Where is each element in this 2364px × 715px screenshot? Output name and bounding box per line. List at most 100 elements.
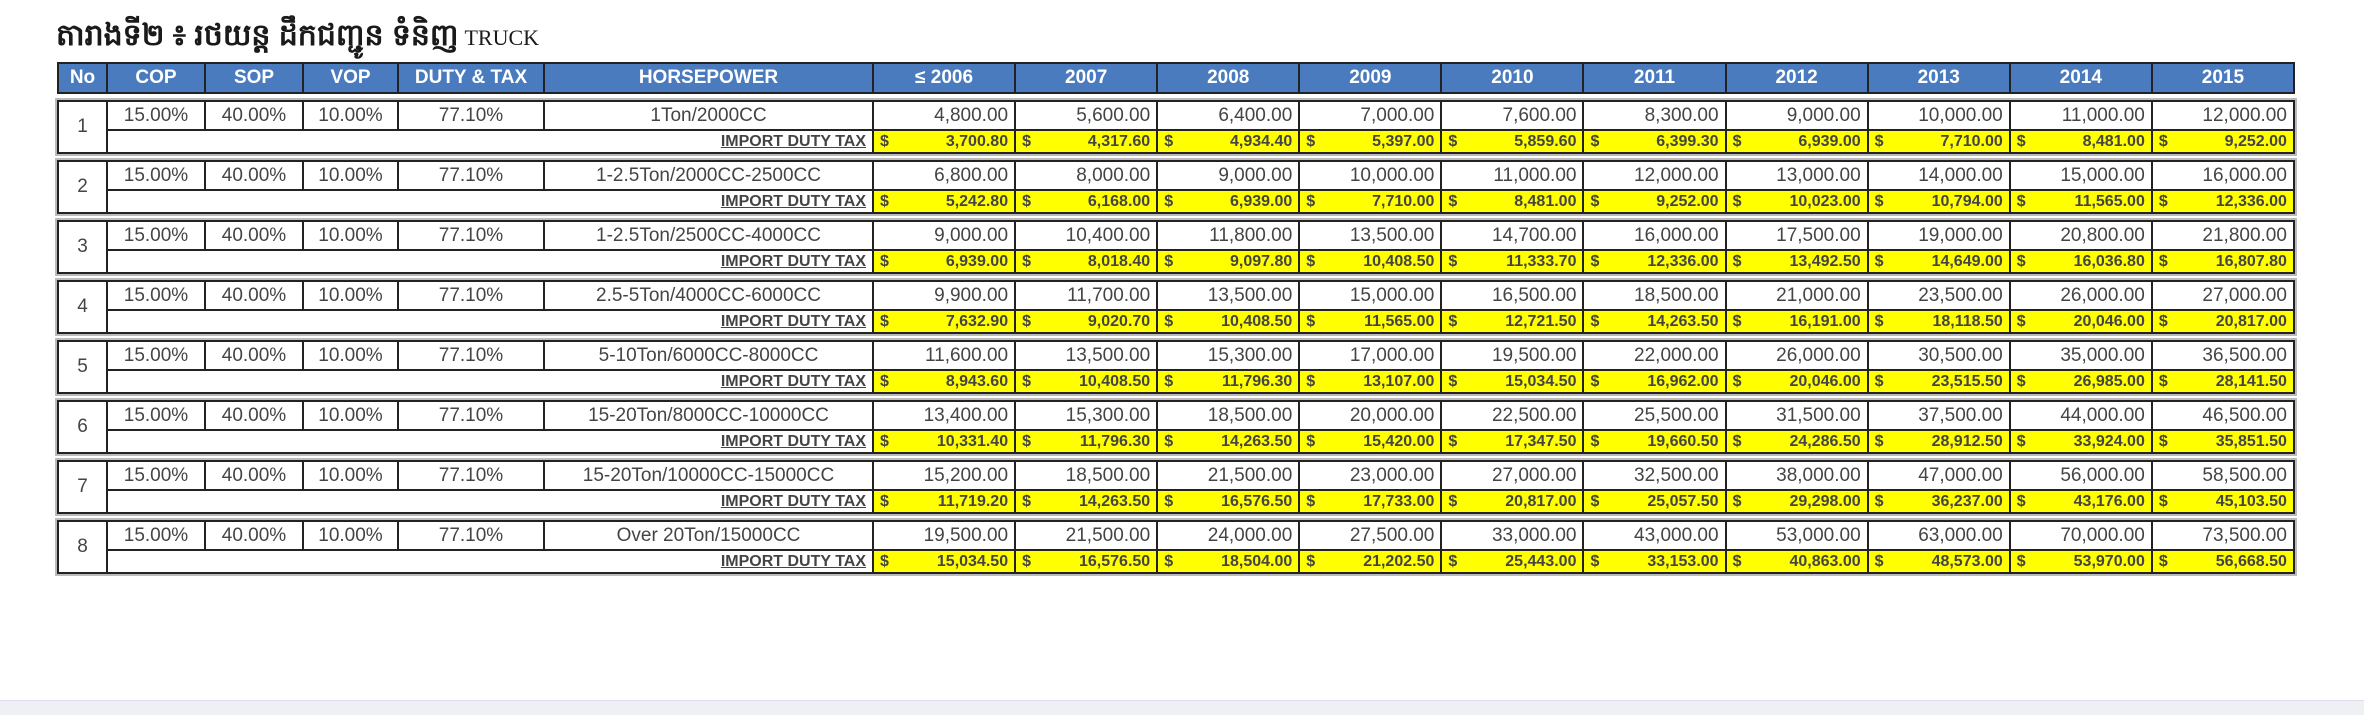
price-cell: 7,000.00 <box>1298 100 1443 131</box>
tax-value: 10,408.50 <box>1363 252 1435 270</box>
price-cell: 63,000.00 <box>1866 520 2011 551</box>
tax-row: IMPORT DUTY TAX $3,700.80 $4,317.60 $4,934.… <box>58 129 2295 154</box>
row-number: 5 <box>57 340 108 394</box>
import-duty-tax-label: IMPORT DUTY TAX <box>106 309 874 334</box>
tax-cell: $6,939.00 <box>871 249 1017 274</box>
tax-cell: $21,202.50 <box>1298 549 1443 574</box>
price-cell: 16,000.00 <box>2150 160 2295 191</box>
tax-cell: $9,252.00 <box>1582 189 1727 214</box>
tax-cell: $20,046.00 <box>1724 369 1869 394</box>
currency-symbol: $ <box>1874 492 1884 510</box>
column-header: DUTY & TAX <box>397 62 545 94</box>
currency-symbol: $ <box>1732 132 1742 150</box>
currency-symbol: $ <box>1022 132 1031 150</box>
tax-value: 9,252.00 <box>2224 132 2287 150</box>
currency-symbol: $ <box>2016 312 2026 330</box>
currency-symbol: $ <box>1164 492 1174 510</box>
currency-symbol: $ <box>2016 132 2026 150</box>
price-cell: 16,000.00 <box>1582 220 1727 251</box>
tax-row: IMPORT DUTY TAX $10,331.40 $11,796.30 $14,2… <box>58 429 2295 454</box>
price-cell: 19,000.00 <box>1866 220 2011 251</box>
tax-value: 20,817.00 <box>1505 492 1577 510</box>
currency-symbol: $ <box>1448 432 1458 450</box>
vehicle-group: 2 15.00% 40.00% 10.00% 77.10% 1-2.5Ton/2000CC… <box>57 160 2295 214</box>
column-header: ≤ 2006 <box>871 62 1017 94</box>
tax-cell: $10,023.00 <box>1724 189 1869 214</box>
tax-cell: $36,237.00 <box>1866 489 2011 514</box>
sop-cell: 40.00% <box>204 520 304 551</box>
currency-symbol: $ <box>1022 252 1031 270</box>
price-cell: 27,000.00 <box>1440 460 1585 491</box>
price-cell: 24,000.00 <box>1156 520 1301 551</box>
table-row: 7 15.00% 40.00% 10.00% 77.10% 15-20Ton/10000C… <box>57 460 2295 514</box>
tax-value: 10,794.00 <box>1931 192 2003 210</box>
tax-value: 40,863.00 <box>1789 552 1861 570</box>
price-cell: 70,000.00 <box>2008 520 2153 551</box>
duty-tax-cell: 77.10% <box>397 220 545 251</box>
tax-value: 5,859.60 <box>1514 132 1577 150</box>
price-cell: 14,000.00 <box>1866 160 2011 191</box>
tax-cell: $4,317.60 <box>1014 129 1159 154</box>
tax-value: 16,962.00 <box>1647 372 1719 390</box>
price-cell: 31,500.00 <box>1724 400 1869 431</box>
tax-value: 8,018.40 <box>1087 252 1151 270</box>
cop-cell: 15.00% <box>106 460 206 491</box>
tax-cell: $8,481.00 <box>2008 129 2153 154</box>
currency-symbol: $ <box>1022 192 1031 210</box>
price-cell: 8,000.00 <box>1014 160 1159 191</box>
currency-symbol: $ <box>1874 312 1884 330</box>
sop-cell: 40.00% <box>204 340 304 371</box>
price-cell: 12,000.00 <box>2150 100 2295 131</box>
tax-cell: $43,176.00 <box>2008 489 2153 514</box>
truck-tax-table: No COP SOP VOP DUTY & TAX HORSEPOWER ≤ 2006 200… <box>57 62 2295 574</box>
sop-cell: 40.00% <box>204 280 304 311</box>
tax-value: 11,333.70 <box>1506 252 1577 270</box>
tax-cell: $16,036.80 <box>2008 249 2153 274</box>
import-duty-tax-label: IMPORT DUTY TAX <box>106 129 874 154</box>
currency-symbol: $ <box>1022 432 1031 450</box>
tax-value: 7,710.00 <box>1372 192 1435 210</box>
currency-symbol: $ <box>1874 432 1884 450</box>
tax-value: 11,796.30 <box>1221 372 1293 390</box>
tax-cell: $9,097.80 <box>1156 249 1301 274</box>
tax-value: 29,298.00 <box>1789 492 1861 510</box>
tax-row: IMPORT DUTY TAX $6,939.00 $8,018.40 $9,097.… <box>58 249 2295 274</box>
tax-cell: $8,943.60 <box>871 369 1017 394</box>
tax-value: 25,443.00 <box>1505 552 1577 570</box>
price-cell: 8,300.00 <box>1582 100 1727 131</box>
tax-cell: $7,710.00 <box>1866 129 2011 154</box>
tax-value: 28,912.50 <box>1931 432 2003 450</box>
table-row: 2 15.00% 40.00% 10.00% 77.10% 1-2.5Ton/2000CC… <box>57 160 2295 214</box>
tax-cell: $15,034.50 <box>871 549 1017 574</box>
tax-cell: $12,336.00 <box>2150 189 2295 214</box>
price-cell: 38,000.00 <box>1724 460 1869 491</box>
price-cell: 46,500.00 <box>2150 400 2295 431</box>
tax-value: 20,817.00 <box>2215 312 2287 330</box>
currency-symbol: $ <box>1590 432 1600 450</box>
tax-cell: $14,649.00 <box>1866 249 2011 274</box>
tax-cell: $7,632.90 <box>871 309 1017 334</box>
currency-symbol: $ <box>1732 192 1742 210</box>
price-cell: 14,700.00 <box>1440 220 1585 251</box>
currency-symbol: $ <box>1590 552 1600 570</box>
currency-symbol: $ <box>1448 492 1458 510</box>
cop-cell: 15.00% <box>106 400 206 431</box>
horsepower-cell: 15-20Ton/8000CC-10000CC <box>543 400 874 431</box>
tax-value: 15,420.00 <box>1363 432 1435 450</box>
tax-cell: $15,034.50 <box>1440 369 1585 394</box>
tax-value: 12,336.00 <box>1647 252 1719 270</box>
vehicle-group: 4 15.00% 40.00% 10.00% 77.10% 2.5-5Ton/4000CC… <box>57 280 2295 334</box>
tax-cell: $18,504.00 <box>1156 549 1301 574</box>
column-header: HORSEPOWER <box>543 62 874 94</box>
tax-cell: $6,168.00 <box>1014 189 1159 214</box>
currency-symbol: $ <box>1732 312 1742 330</box>
vop-cell: 10.00% <box>302 340 399 371</box>
currency-symbol: $ <box>1874 132 1884 150</box>
tax-row: IMPORT DUTY TAX $15,034.50 $16,576.50 $18,5… <box>58 549 2295 574</box>
tax-cell: $15,420.00 <box>1298 429 1443 454</box>
tax-value: 6,399.30 <box>1656 132 1719 150</box>
price-cell: 9,000.00 <box>1724 100 1869 131</box>
tax-cell: $5,397.00 <box>1298 129 1443 154</box>
tax-cell: $24,286.50 <box>1724 429 1869 454</box>
currency-symbol: $ <box>880 552 889 570</box>
